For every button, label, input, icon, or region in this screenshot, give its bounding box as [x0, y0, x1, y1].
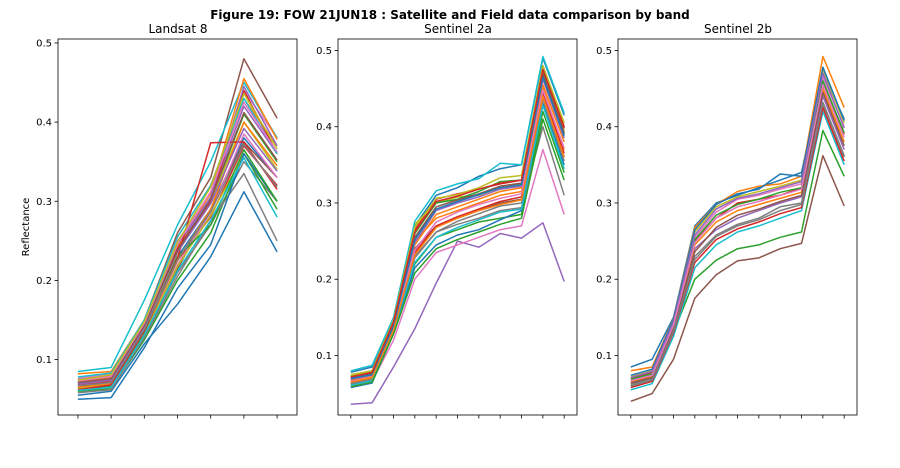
series-line-21: [350, 76, 565, 380]
series-line-26: [77, 111, 278, 384]
series-line-18: [77, 172, 278, 394]
series-line-28: [77, 143, 278, 387]
y-tick-label: 0.3: [36, 197, 52, 208]
series-line-16: [630, 91, 845, 384]
series-lines: [77, 58, 278, 400]
y-tick-label: 0.1: [596, 351, 612, 362]
series-line-1: [350, 57, 565, 374]
series-line-20: [77, 97, 278, 378]
axes-frame: [57, 38, 298, 416]
y-tick-label: 0.1: [316, 351, 332, 362]
panel-sentinel-2b: Sentinel 2b 0.1 0.2 0.3 0.4 0.5: [596, 22, 858, 419]
series-line-29: [77, 92, 278, 381]
panel-sentinel-2a: Sentinel 2a 0.1 0.2 0.3 0.4 0.5: [316, 22, 578, 419]
series-line-15: [630, 72, 845, 379]
y-axis-label: Reflectance: [21, 198, 32, 257]
y-tick-label: 0.3: [596, 198, 612, 209]
figure-title: Figure 19: FOW 21JUN18 : Satellite and F…: [210, 8, 690, 22]
y-tick-label: 0.4: [596, 122, 612, 133]
y-tick-label: 0.5: [596, 46, 612, 57]
axes: 0.1 0.2 0.3 0.4 0.5: [36, 38, 298, 419]
series-line-24: [77, 141, 278, 391]
y-tick-label: 0.4: [316, 122, 332, 133]
panel-title: Sentinel 2b: [704, 22, 772, 36]
series-lines: [350, 55, 565, 406]
y-tick-label: 0.2: [316, 275, 332, 286]
series-line-6: [630, 154, 845, 403]
y-tick-label: 0.5: [316, 46, 332, 57]
series-line-8: [77, 160, 278, 389]
series-line-22: [77, 121, 278, 389]
series-line-30: [77, 156, 278, 392]
panel-title: Landsat 8: [148, 22, 207, 36]
series-line-23: [350, 118, 565, 388]
series-line-5: [350, 222, 565, 406]
axes: 0.1 0.2 0.3 0.4 0.5: [316, 38, 578, 419]
series-line-18: [630, 101, 845, 387]
y-tick-label: 0.3: [316, 198, 332, 209]
series-line-10: [350, 55, 565, 372]
series-lines: [630, 55, 845, 403]
series-line-22: [350, 95, 565, 383]
panel-title: Sentinel 2a: [424, 22, 492, 36]
y-tick-label: 0.2: [596, 275, 612, 286]
y-tick-label: 0.1: [36, 355, 52, 366]
series-line-12: [77, 77, 278, 383]
y-tick-label: 0.4: [36, 118, 52, 129]
series-line-11: [77, 191, 278, 396]
series-line-10: [77, 81, 278, 373]
y-tick-label: 0.2: [36, 276, 52, 287]
series-line-2: [630, 55, 845, 372]
series-line-21: [77, 153, 278, 400]
series-line-24: [350, 68, 565, 378]
panel-landsat-8: Landsat 8 Reflectance 0.1 0.2 0.3 0.4 0.5: [21, 22, 298, 419]
series-line-17: [350, 89, 565, 383]
axes: 0.1 0.2 0.3 0.4 0.5: [596, 38, 858, 419]
series-line-17: [630, 84, 845, 382]
series-line-7: [350, 148, 565, 387]
y-tick-label: 0.5: [36, 38, 52, 49]
series-line-11: [630, 66, 845, 377]
